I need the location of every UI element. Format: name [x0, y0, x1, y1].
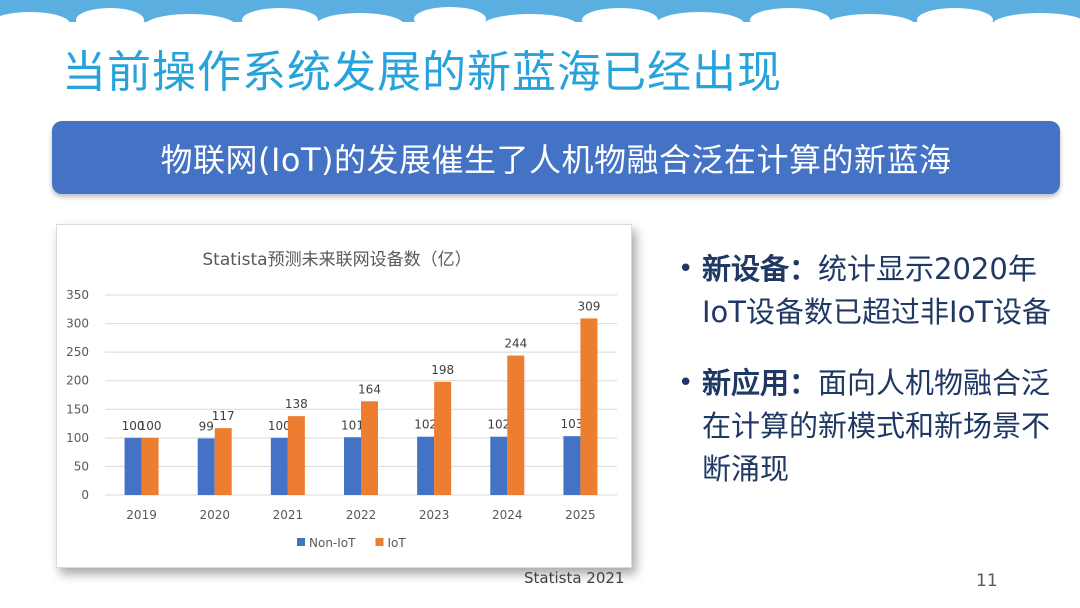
chart-title: Statista预测未来联网设备数（亿） — [202, 250, 471, 270]
subtitle-banner-text: 物联网(IoT)的发展催生了人机物融合泛在计算的新蓝海 — [160, 140, 952, 179]
bullet-heading: 新设备： — [702, 252, 819, 286]
y-tick-label: 250 — [66, 345, 89, 359]
legend-swatch — [297, 538, 305, 546]
bar-iot — [287, 416, 305, 495]
source-caption: Statista 2021 — [524, 569, 625, 587]
page-number: 11 — [976, 571, 998, 591]
bar-iot — [580, 318, 598, 495]
y-tick-label: 200 — [66, 374, 89, 388]
bar-chart: Statista预测未来联网设备数（亿） 0 50 100 150 200 250 300 35… — [66, 250, 617, 550]
data-label: 100 — [268, 419, 291, 433]
bar-iot — [141, 437, 159, 495]
y-tick-label: 350 — [66, 288, 89, 302]
data-label: 138 — [285, 397, 308, 411]
data-label: 103 — [560, 417, 583, 431]
x-tick-label: 2024 — [492, 508, 523, 522]
data-label: 198 — [431, 363, 454, 377]
y-tick-label: 100 — [66, 431, 89, 445]
data-label: 164 — [358, 382, 381, 396]
bar-non-iot — [563, 436, 581, 495]
bar-iot — [507, 355, 525, 495]
bar-iot — [214, 428, 232, 495]
bullet-heading: 新应用： — [702, 366, 819, 400]
bullet-body: 统计显示2020年IoT设备数已超过非IoT设备 — [702, 252, 1052, 329]
data-label: 100 — [139, 419, 162, 433]
bar-non-iot — [124, 437, 142, 495]
data-label: 117 — [212, 409, 235, 423]
y-tick-label: 150 — [66, 402, 89, 416]
bar-non-iot — [490, 436, 508, 495]
data-label: 309 — [577, 299, 600, 313]
bullet-dot-icon: • — [678, 368, 694, 398]
bullet-list: • 新设备：统计显示2020年IoT设备数已超过非IoT设备 • 新应用：面向人… — [678, 248, 1070, 491]
x-tick-label: 2020 — [199, 508, 230, 522]
data-label: 99 — [199, 419, 214, 433]
x-tick-label: 2021 — [273, 508, 304, 522]
bar-iot — [434, 381, 452, 495]
x-tick-label: 2025 — [565, 508, 596, 522]
legend-label: IoT — [388, 536, 407, 550]
bar-non-iot — [270, 437, 288, 495]
bar-non-iot — [344, 437, 361, 495]
y-tick-label: 300 — [66, 317, 89, 331]
x-tick-label: 2023 — [419, 508, 450, 522]
data-label: 102 — [487, 418, 510, 432]
y-tick-label: 0 — [81, 488, 89, 502]
data-label: 100 — [122, 419, 145, 433]
data-label: 102 — [414, 418, 437, 432]
bar-iot — [361, 401, 378, 495]
x-tick-label: 2022 — [346, 508, 377, 522]
cloud-banner — [0, 0, 1080, 40]
data-label: 101 — [341, 418, 364, 432]
x-tick-label: 2019 — [126, 508, 157, 522]
subtitle-banner: 物联网(IoT)的发展催生了人机物融合泛在计算的新蓝海 — [52, 121, 1060, 194]
bullet-item: • 新设备：统计显示2020年IoT设备数已超过非IoT设备 — [678, 248, 1070, 334]
bullet-item: • 新应用：面向人机物融合泛在计算的新模式和新场景不断涌现 — [678, 362, 1070, 491]
chart-card: Statista预测未来联网设备数（亿） 0 50 100 150 200 250 300 35… — [56, 224, 632, 568]
y-tick-label: 50 — [74, 459, 89, 473]
slide-title: 当前操作系统发展的新蓝海已经出现 — [62, 47, 782, 98]
bar-non-iot — [417, 436, 435, 495]
bullet-dot-icon: • — [678, 254, 694, 284]
legend-label: Non-IoT — [309, 536, 356, 550]
legend-swatch — [375, 538, 384, 546]
data-label: 244 — [504, 337, 527, 351]
bullet-body: 面向人机物融合泛在计算的新模式和新场景不断涌现 — [702, 366, 1051, 486]
bar-non-iot — [197, 438, 215, 495]
